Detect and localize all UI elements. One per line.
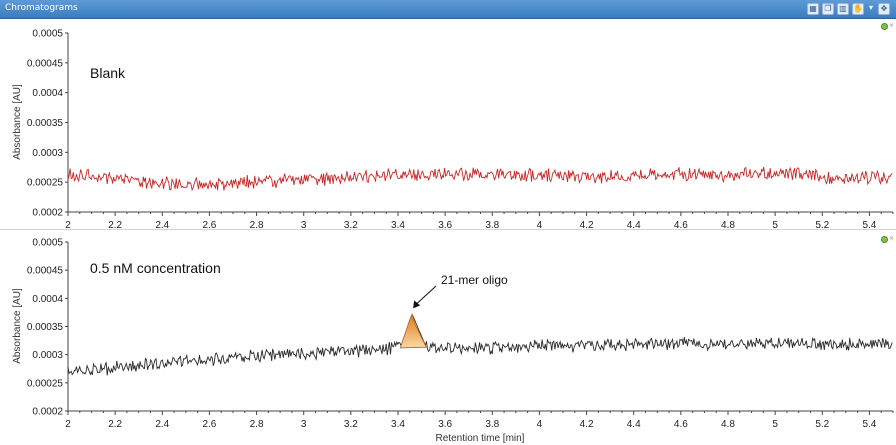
y-axis-label: Absorbance [AU] [12,288,23,364]
x-tick-label: 3.4 [391,220,405,231]
y-axis-label: Absorbance [AU] [12,84,23,160]
annotation-label: 21-mer oligo [441,273,508,287]
move-icon[interactable]: ✥ [878,3,890,15]
x-tick-label: 2.2 [108,220,122,231]
x-tick-label: 5 [772,220,778,231]
x-tick-label: 4 [537,220,543,231]
x-tick-label: 5.2 [815,220,829,231]
x-tick-label: 3.2 [344,419,358,430]
x-tick-label: 2.6 [202,419,216,430]
y-tick-label: 0.00045 [27,58,64,69]
toolbar: ▦ ❐ ▥ ✋ ▾ ✥ [807,3,890,15]
x-tick-label: 5.4 [862,220,876,231]
chart-panel-blank: Blank Absorbance [AU] 0.0002 0.00025 0.000… [12,29,894,231]
peak-area [399,312,427,349]
chart-panel-sample: 0.5 nM concentration Absorbance [AU] Ret… [12,238,894,444]
y-tick-label: 0.0003 [32,148,63,159]
y-tick-label: 0.0004 [32,294,63,305]
pane-close-icon[interactable]: × [889,235,895,242]
x-tick-label: 3.8 [485,220,499,231]
zoom-fit-icon[interactable]: ▦ [807,3,819,15]
x-tick-label: 2.2 [108,419,122,430]
y-tick-label: 0.0005 [32,238,63,249]
x-tick-label: 3.8 [485,419,499,430]
x-tick-label: 2.4 [155,419,169,430]
x-tick-label: 5 [772,419,778,430]
x-tick-label: 3.6 [438,220,452,231]
window-titlebar: Chromatograms ▦ ❐ ▥ ✋ ▾ ✥ [0,0,896,19]
x-tick-label: 4.8 [721,220,735,231]
series-line [67,166,893,192]
x-tick-label: 2.8 [250,419,264,430]
x-tick-label: 3.2 [344,220,358,231]
window-title: Chromatograms [5,3,78,13]
x-tick-label: 3.4 [391,419,405,430]
x-tick-label: 4.8 [721,419,735,430]
y-tick-label: 0.00025 [27,178,64,189]
dropdown-arrow-icon[interactable]: ▾ [868,3,873,12]
y-tick-label: 0.0004 [32,88,63,99]
x-tick-label: 4.6 [674,419,688,430]
x-tick-label: 2.6 [202,220,216,231]
x-tick-label: 4.2 [580,220,594,231]
y-tick-label: 0.00045 [27,266,64,277]
annotation-arrow-head [413,300,421,309]
x-tick-label: 5.4 [862,419,876,430]
y-tick-label: 0.0002 [32,407,63,418]
y-tick-label: 0.0002 [32,208,63,219]
x-tick-label: 4.4 [627,419,641,430]
y-tick-label: 0.00025 [27,378,64,389]
panel-label: Blank [90,65,126,81]
pane-divider[interactable] [0,229,896,230]
x-tick-label: 4.4 [627,220,641,231]
x-tick-label: 3 [301,220,307,231]
x-tick-label: 4.6 [674,220,688,231]
pane-settings-icon[interactable] [881,23,888,30]
x-tick-label: 2.4 [155,220,169,231]
pan-icon[interactable]: ✋ [852,3,864,15]
annotation-arrow-line [416,285,437,304]
x-tick-label: 2 [65,419,71,430]
x-axis-label: Retention time [min] [436,433,525,444]
y-tick-label: 0.00035 [27,322,64,333]
pane-settings-icon[interactable] [881,236,888,243]
x-tick-label: 4.2 [580,419,594,430]
y-tick-label: 0.0003 [32,350,63,361]
panel-label: 0.5 nM concentration [90,260,221,276]
x-tick-label: 4 [537,419,543,430]
copy-icon[interactable]: ❐ [822,3,834,15]
x-tick-label: 3 [301,419,307,430]
series-line [67,314,893,376]
x-tick-label: 2.8 [250,220,264,231]
x-tick-label: 5.2 [815,419,829,430]
chart-icon[interactable]: ▥ [837,3,849,15]
y-tick-label: 0.0005 [32,29,63,40]
pane-close-icon[interactable]: × [889,22,895,29]
x-tick-label: 2 [65,220,71,231]
y-tick-label: 0.00035 [27,118,64,129]
x-tick-label: 3.6 [438,419,452,430]
